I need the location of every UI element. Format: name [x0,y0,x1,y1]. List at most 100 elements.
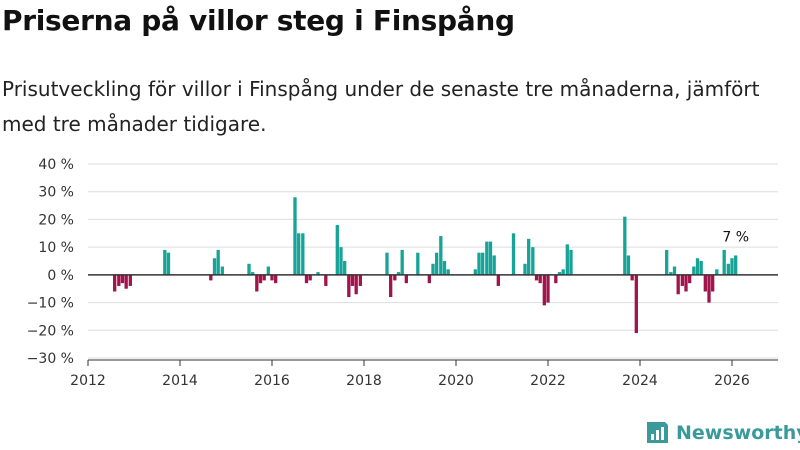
bar [339,247,343,275]
newsworthy-logo-icon [647,422,668,443]
bar [393,274,397,281]
bar [335,224,339,275]
x-tick-label: 2014 [162,373,198,389]
bar [711,274,715,292]
y-tick-label: 10 % [38,240,74,256]
bar [347,274,351,298]
bar [672,266,677,275]
bar [722,249,726,275]
chart-subtitle: Prisutveckling för villor i Finspång und… [2,77,760,136]
newsworthy-brand[interactable]: Newsworthy [644,419,800,447]
y-gridlines [88,163,778,359]
bar [496,274,500,286]
y-tick-label: −30 % [27,351,74,367]
bar [485,241,489,275]
bar [546,274,550,303]
bar [262,274,266,281]
latest-value-label: 7 % [722,229,749,245]
y-tick-label: −10 % [27,296,74,312]
y-tick-label: −20 % [27,323,74,339]
annotations: 7 % [722,229,749,245]
bar [715,269,719,275]
x-tick-label: 2020 [438,373,474,389]
bar-chart: −30 % −20 % −10 % 0 % 10 % 20 % 30 % 40 % 2012 2… [27,157,778,389]
bar [542,274,546,306]
bar [274,274,278,284]
y-tick-label: 30 % [38,185,74,201]
bar [343,261,347,275]
x-tick-label: 2012 [70,373,106,389]
bar [427,274,431,284]
bar [561,269,565,275]
bar [304,274,309,284]
bar [301,233,305,275]
bar [481,252,485,275]
y-tick-label: 20 % [38,212,74,228]
bar [400,249,404,275]
x-tick-label: 2026 [714,373,750,389]
bar [216,249,220,275]
bar [270,274,274,281]
bar [446,269,450,275]
bar [358,274,362,286]
bar [554,274,558,284]
bar [251,272,255,275]
bar [297,233,301,275]
bar [439,236,443,275]
bar [416,252,420,275]
bar [308,274,312,281]
bar [669,272,673,275]
x-axis: 2012 2014 2016 2018 2020 2022 2024 2026 [70,359,778,389]
bar [699,261,703,275]
x-tick-label: 2018 [346,373,382,389]
bar [435,252,439,275]
bar [324,274,328,286]
x-tick-label: 2022 [530,373,566,389]
y-axis-tick-labels: −30 % −20 % −10 % 0 % 10 % 20 % 30 % 40 % [27,157,74,367]
bar [684,274,688,292]
bar [389,274,393,298]
bar [665,249,669,275]
bar [734,255,738,275]
bar [676,274,680,295]
bar [538,274,542,284]
y-tick-label: 0 % [47,268,74,284]
bar [385,252,389,275]
bar [477,252,481,275]
bar [688,274,692,284]
bar [255,274,259,292]
bar [442,261,447,275]
bar [124,274,128,289]
y-tick-label: 40 % [38,157,74,173]
bar [120,274,125,284]
bar [527,238,531,275]
bar [630,274,634,281]
x-tick-label: 2024 [622,373,658,389]
bar [523,263,527,275]
bar [354,274,358,295]
bar [404,274,408,284]
bar [569,249,573,275]
bar [350,274,355,286]
bar [511,233,516,275]
bar [531,247,535,275]
bar [695,258,700,275]
bar [117,274,121,286]
bar [703,274,707,292]
bar [730,258,734,275]
bar [266,266,270,275]
bar [680,274,684,286]
bar [565,244,569,275]
bar [293,197,297,275]
bar [534,274,539,281]
bar [212,258,217,275]
bar [473,269,477,275]
bar [726,263,730,275]
bar [247,263,251,275]
bar [258,274,263,284]
bar [707,274,711,303]
bar [488,241,493,275]
bar [692,266,696,275]
bar [396,272,401,275]
bar [557,272,562,275]
